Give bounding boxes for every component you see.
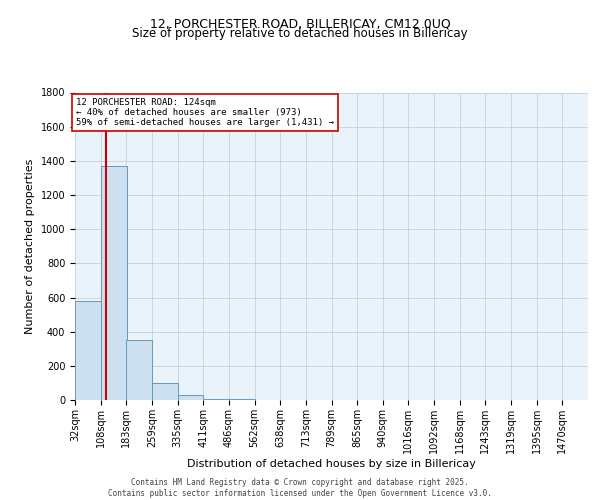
Text: 12 PORCHESTER ROAD: 124sqm
← 40% of detached houses are smaller (973)
59% of sem: 12 PORCHESTER ROAD: 124sqm ← 40% of deta… xyxy=(76,98,334,128)
Bar xyxy=(178,395,203,400)
Bar xyxy=(152,383,178,400)
Bar xyxy=(75,301,101,400)
Text: 12, PORCHESTER ROAD, BILLERICAY, CM12 0UQ: 12, PORCHESTER ROAD, BILLERICAY, CM12 0U… xyxy=(149,18,451,30)
Text: Size of property relative to detached houses in Billericay: Size of property relative to detached ho… xyxy=(132,28,468,40)
Bar xyxy=(126,340,152,400)
Y-axis label: Number of detached properties: Number of detached properties xyxy=(25,158,35,334)
Bar xyxy=(203,398,229,400)
Text: Contains HM Land Registry data © Crown copyright and database right 2025.
Contai: Contains HM Land Registry data © Crown c… xyxy=(108,478,492,498)
Bar xyxy=(101,166,127,400)
X-axis label: Distribution of detached houses by size in Billericay: Distribution of detached houses by size … xyxy=(187,458,476,468)
